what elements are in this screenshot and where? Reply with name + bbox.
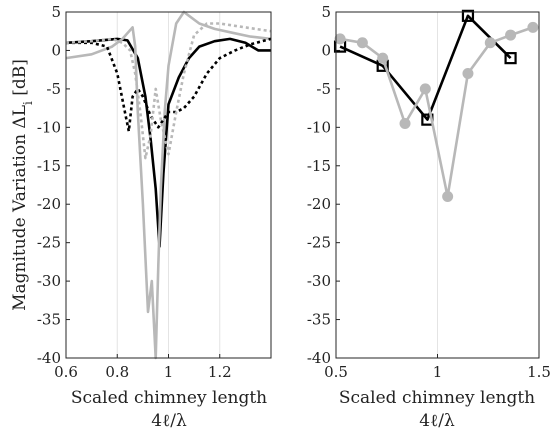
y-tick-label: -15 (307, 157, 331, 175)
y-axis-label-subscript: i (21, 101, 35, 105)
left-panel: 0.6 0.8 1 1.2 5 0 -5 -10 -15 -20 -25 -30 -35 -40 (37, 3, 272, 381)
y-tick-label: -30 (307, 272, 331, 290)
y-tick-label: -20 (307, 195, 331, 213)
x-tick-label: 1.5 (527, 363, 551, 381)
y-tick-label: 5 (321, 3, 331, 21)
right-x-axis-expression: 4ℓ/λ (419, 411, 455, 431)
x-tick-label: 1 (164, 363, 174, 381)
square-marker (461, 9, 475, 22)
square-marker (504, 52, 517, 65)
series-line-dotted-gray (65, 22, 272, 160)
circle-marker (527, 21, 539, 33)
y-axis-label-unit: [dB] (10, 59, 30, 96)
circle-marker (442, 191, 454, 203)
y-tick-label: -40 (307, 349, 331, 367)
circle-marker (419, 83, 431, 95)
axes-frame (65, 11, 272, 359)
y-tick-label: -25 (37, 234, 61, 252)
circle-marker (377, 52, 389, 64)
series-line-solid-gray (65, 10, 272, 360)
y-tick-label: -5 (46, 80, 61, 98)
series-line-black-square-markers (339, 14, 512, 121)
y-tick-label: -5 (316, 80, 331, 98)
right-x-axis-label: Scaled chimney length (339, 388, 535, 408)
y-tick-label: 0 (321, 41, 331, 59)
y-axis-label: Magnitude Variation ΔLi [dB] (10, 59, 35, 311)
circle-marker (356, 37, 368, 49)
circle-marker (334, 33, 346, 45)
series-line-dotted-black (66, 37, 272, 133)
left-x-axis-label: Scaled chimney length (71, 388, 267, 408)
y-tick-label: -35 (37, 311, 61, 329)
right-panel: 0.5 1 1.5 5 0 -5 -10 -15 -20 -25 -30 -35 -40 (307, 3, 551, 381)
y-tick-label: -10 (37, 118, 61, 136)
y-tick-label: 5 (51, 3, 61, 21)
series-line-gray-circle-markers (339, 26, 534, 198)
y-tick-label: 0 (51, 41, 61, 59)
y-tick-label: -30 (37, 272, 61, 290)
left-x-axis-expression: 4ℓ/λ (151, 411, 187, 431)
axes-frame (335, 11, 540, 359)
y-tick-label: -10 (307, 118, 331, 136)
x-tick-label: 1 (433, 363, 443, 381)
series-line-solid-black (65, 37, 271, 248)
circle-marker (484, 37, 496, 49)
y-tick-label: -25 (307, 234, 331, 252)
x-tick-label: 0.5 (324, 363, 348, 381)
y-tick-label: -40 (37, 349, 61, 367)
y-tick-label: -20 (37, 195, 61, 213)
circle-marker (505, 29, 517, 41)
x-tick-label: 0.6 (54, 363, 78, 381)
circle-marker (462, 68, 474, 80)
circle-marker (399, 117, 411, 129)
x-tick-label: 0.8 (105, 363, 129, 381)
y-tick-label: -15 (37, 157, 61, 175)
x-tick-label: 1.2 (208, 363, 232, 381)
y-tick-label: -35 (307, 311, 331, 329)
